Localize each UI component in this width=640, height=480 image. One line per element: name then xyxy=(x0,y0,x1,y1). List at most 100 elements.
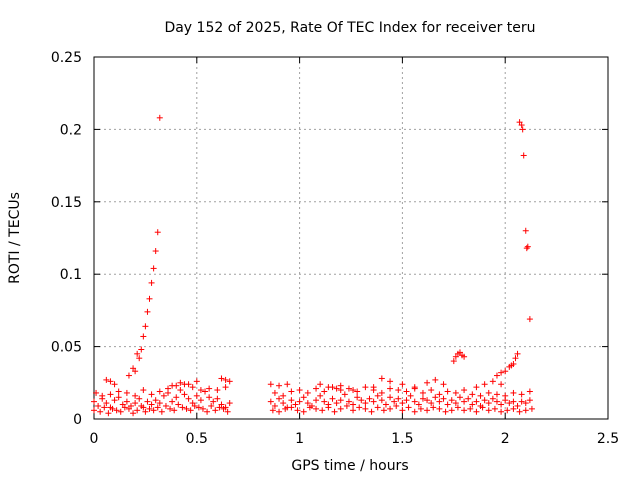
y-tick-label: 0.2 xyxy=(60,122,82,138)
data-point xyxy=(193,378,200,385)
data-point xyxy=(146,295,153,302)
data-point xyxy=(444,401,451,408)
y-tick-label: 0.05 xyxy=(51,340,82,356)
data-point xyxy=(522,407,529,414)
data-point xyxy=(152,248,159,255)
y-tick-label: 0 xyxy=(73,412,82,428)
data-point xyxy=(481,397,488,404)
data-point xyxy=(461,353,468,360)
data-point xyxy=(271,402,278,409)
data-point xyxy=(485,407,492,414)
data-point xyxy=(216,404,223,411)
data-point xyxy=(171,407,178,414)
data-point xyxy=(288,404,295,411)
data-point xyxy=(325,404,332,411)
data-point xyxy=(280,400,287,407)
data-point xyxy=(117,408,124,415)
data-point xyxy=(428,400,435,407)
data-point xyxy=(362,384,369,391)
data-point xyxy=(518,398,525,405)
data-point xyxy=(294,407,301,414)
data-point xyxy=(271,389,278,396)
data-point xyxy=(502,368,509,375)
data-point xyxy=(179,404,186,411)
data-point xyxy=(288,397,295,404)
data-point xyxy=(214,387,221,394)
data-point xyxy=(461,407,468,414)
data-point xyxy=(140,387,147,394)
data-point xyxy=(436,391,443,398)
data-point xyxy=(121,404,128,411)
data-point xyxy=(493,398,500,405)
data-point xyxy=(125,372,132,379)
data-point xyxy=(95,402,102,409)
data-point xyxy=(107,391,114,398)
data-point xyxy=(288,388,295,395)
data-point xyxy=(292,401,299,408)
data-point xyxy=(440,395,447,402)
data-point xyxy=(197,387,204,394)
data-point xyxy=(350,401,357,408)
data-point xyxy=(407,392,414,399)
data-point xyxy=(193,392,200,399)
data-point xyxy=(103,376,110,383)
data-point xyxy=(313,405,320,412)
data-point xyxy=(366,395,373,402)
y-tick-label: 0.1 xyxy=(60,267,82,283)
data-points xyxy=(91,114,535,417)
data-point xyxy=(524,243,531,250)
chart-title: Day 152 of 2025, Rate Of TEC Index for r… xyxy=(164,20,535,36)
data-point xyxy=(142,323,149,330)
data-point xyxy=(452,389,459,396)
data-point xyxy=(489,395,496,402)
data-point xyxy=(130,410,137,417)
data-point xyxy=(101,404,108,411)
data-point xyxy=(498,369,505,376)
data-point xyxy=(115,394,122,401)
data-point xyxy=(321,398,328,405)
data-point xyxy=(91,407,97,414)
data-point xyxy=(440,381,447,388)
data-point xyxy=(510,389,517,396)
data-point xyxy=(514,402,521,409)
data-point xyxy=(491,405,498,412)
data-point xyxy=(337,397,344,404)
data-point xyxy=(467,405,474,412)
data-point xyxy=(304,400,311,407)
data-point xyxy=(222,376,229,383)
data-point xyxy=(206,394,213,401)
data-point xyxy=(276,395,283,402)
data-point xyxy=(169,398,176,405)
data-point xyxy=(306,404,313,411)
data-point xyxy=(187,407,194,414)
data-point xyxy=(526,388,533,395)
data-point xyxy=(370,384,377,391)
data-point xyxy=(403,388,410,395)
data-point xyxy=(419,389,426,396)
y-tick-label: 0.15 xyxy=(51,195,82,211)
data-point xyxy=(107,378,114,385)
y-tick-label: 0.25 xyxy=(51,50,82,66)
data-point xyxy=(123,398,130,405)
data-point xyxy=(177,379,184,386)
data-point xyxy=(321,388,328,395)
data-point xyxy=(343,402,350,409)
data-point xyxy=(132,392,139,399)
data-point xyxy=(276,408,283,415)
data-point xyxy=(403,397,410,404)
data-point xyxy=(189,384,196,391)
data-point xyxy=(313,397,320,404)
data-point xyxy=(444,388,451,395)
data-point xyxy=(489,378,496,385)
data-point xyxy=(516,408,523,415)
data-point xyxy=(206,385,213,392)
data-point xyxy=(481,381,488,388)
data-point xyxy=(111,397,118,404)
data-point xyxy=(91,398,97,405)
data-point xyxy=(210,398,217,405)
data-point xyxy=(154,229,161,236)
data-point xyxy=(502,392,509,399)
data-point xyxy=(362,405,369,412)
data-point xyxy=(183,405,190,412)
